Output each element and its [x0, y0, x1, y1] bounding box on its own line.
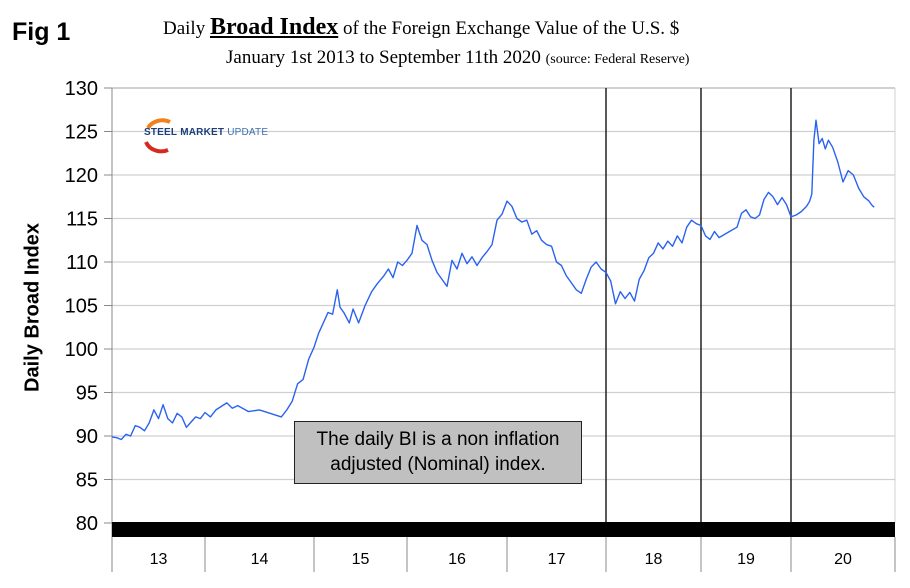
- chart-subtitle: January 1st 2013 to September 11th 2020 …: [226, 47, 689, 69]
- logo-word-update: UPDATE: [227, 127, 269, 138]
- y-tick-label: 130: [65, 78, 98, 100]
- y-tick-label: 90: [76, 426, 98, 448]
- y-tick-label: 115: [66, 209, 98, 231]
- x-tick-label: 18: [645, 551, 663, 568]
- steel-market-update-logo: STEEL MARKET UPDATE: [140, 116, 300, 156]
- logo-text: STEEL MARKET UPDATE: [144, 127, 268, 138]
- annotation-line-1: The daily BI is a non inflation: [316, 429, 560, 450]
- gridlines: [112, 87, 896, 523]
- x-tick-label: 16: [448, 551, 466, 568]
- y-tick-label: 110: [66, 252, 98, 274]
- y-tick-label: 120: [65, 165, 98, 187]
- y-tick-label: 95: [76, 383, 98, 405]
- logo-word-market: MARKET: [180, 127, 225, 138]
- y-tick-label: 100: [65, 339, 98, 361]
- y-tick-label: 125: [65, 122, 98, 144]
- x-tick-label: 15: [352, 551, 370, 568]
- y-axis: 80 85 90 95 100 105 110 115 120 125 130: [65, 78, 113, 572]
- title-suffix: of the Foreign Exchange Value of the U.S…: [338, 18, 680, 39]
- x-tick-label: 20: [834, 551, 852, 568]
- x-tick-label: 14: [251, 551, 269, 568]
- y-tick-label: 80: [76, 513, 98, 535]
- annotation-line-2: adjusted (Nominal) index.: [330, 454, 546, 475]
- x-tick-label: 19: [737, 551, 755, 568]
- subtitle-text: January 1st 2013 to September 11th 2020: [226, 47, 546, 68]
- source-note: (source: Federal Reserve): [545, 52, 690, 67]
- annotation-box: The daily BI is a non inflation adjusted…: [294, 421, 582, 484]
- x-axis: 13 14 15 16 17 18 19 20: [111, 522, 896, 572]
- y-tick-label: 85: [76, 470, 98, 492]
- title-prefix: Daily: [163, 18, 210, 39]
- series-line: [111, 119, 875, 441]
- vertical-markers: [605, 88, 792, 523]
- y-tick-label: 105: [65, 296, 98, 318]
- series-group: [111, 119, 875, 441]
- x-tick-label: 13: [150, 551, 168, 568]
- title-bold: Broad Index: [209, 14, 339, 40]
- logo-swoosh-icon: [144, 118, 171, 154]
- figure-label: Fig 1: [12, 18, 71, 46]
- logo-word-steel: STEEL: [144, 127, 178, 138]
- chart-title: Daily Broad Index of the Foreign Exchang…: [163, 14, 679, 41]
- x-axis-bar: [112, 522, 895, 537]
- x-tick-label: 17: [548, 551, 566, 568]
